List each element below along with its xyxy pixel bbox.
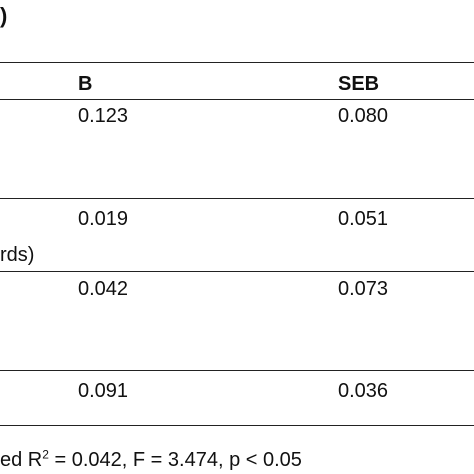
rule bbox=[0, 425, 474, 426]
cell: 0.042 bbox=[78, 278, 129, 300]
rule bbox=[0, 198, 474, 199]
rule bbox=[0, 62, 474, 63]
footnote: ed R2 = 0.042, F = 3.474, p < 0.05 bbox=[0, 448, 302, 472]
cell: 0.123 bbox=[78, 105, 129, 127]
column-header: B bbox=[78, 73, 93, 95]
rule bbox=[0, 370, 474, 371]
cell: 0.073 bbox=[338, 278, 389, 300]
rule bbox=[0, 99, 474, 100]
column-header: SEB bbox=[338, 73, 380, 95]
rule bbox=[0, 271, 474, 272]
cell: 0.019 bbox=[78, 208, 129, 230]
footnote-text: = 0.042, F = 3.474, p < 0.05 bbox=[48, 449, 302, 471]
title-fragment: ) bbox=[0, 3, 8, 28]
cell: 0.080 bbox=[338, 105, 389, 127]
cell: 0.036 bbox=[338, 380, 389, 402]
cell: 0.091 bbox=[78, 380, 129, 402]
cell: 0.051 bbox=[338, 208, 389, 230]
row-label-fragment: rds) bbox=[0, 244, 35, 266]
superscript: 2 bbox=[42, 447, 49, 462]
footnote-text: ed R bbox=[0, 449, 43, 471]
